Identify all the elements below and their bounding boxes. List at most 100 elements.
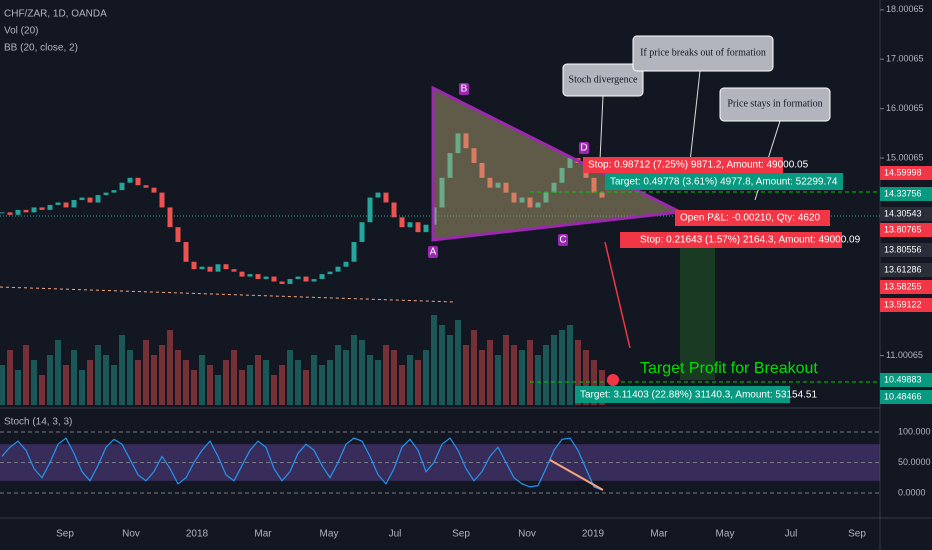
position-text: Open P&L: -0.00210, Qty: 4620 [680,213,821,224]
x-tick-label: Mar [650,529,668,540]
x-tick-label: Jul [389,529,402,540]
candle [183,242,189,262]
volume-bar [167,330,173,405]
volume-bar [559,330,565,405]
volume-bar [447,335,453,405]
marker [607,374,619,386]
candle [439,177,445,208]
price-tag-label: 13.80556 [884,244,922,254]
candle [23,209,29,213]
volume-bar [271,375,277,405]
candle [335,266,341,272]
candle [535,202,541,208]
stop-box [583,157,783,173]
volume-bar [71,350,77,405]
candle [479,162,485,178]
volume-bar [455,320,461,405]
volume-bar [63,365,69,405]
callout-box [562,63,644,97]
candle [407,222,413,228]
candle [415,222,421,233]
target-zone [680,240,715,380]
volume-bar [111,365,117,405]
candle [367,197,373,223]
volume-bar [223,360,229,405]
point-badge [459,83,469,95]
volume-bar [367,355,373,405]
point-label: B [461,84,468,95]
y-tick-label: 17.00065 [886,54,924,64]
volume-bar [87,360,93,405]
volume-bar [351,335,357,405]
volume-bar [39,375,45,405]
x-tick-label: Sep [452,529,470,540]
candle [159,192,165,208]
candle [127,177,133,183]
volume-bar [79,370,85,405]
callout-box [719,87,831,122]
divergence-line [549,459,604,491]
x-tick-label: Nov [122,529,140,540]
candle [103,192,109,196]
position-text: Stop: 0.21643 (1.57%) 2164.3, Amount: 49… [640,235,861,246]
candle [559,167,565,183]
volume-bar [23,345,29,405]
candle [599,192,605,198]
candle [495,182,501,188]
candle [351,242,357,262]
pnl-box [675,210,830,226]
candle [239,271,245,277]
candle [511,192,517,203]
candle [327,271,333,275]
candle [503,182,509,193]
candle [359,222,365,243]
candle [375,192,381,198]
volume-bar [343,350,349,405]
point-label: C [559,235,566,246]
candle [255,274,261,280]
volume-bar [479,350,485,405]
volume-bar [407,355,413,405]
x-tick-label: Sep [56,529,74,540]
candle [0,212,5,214]
price-tag-label: 13.59122 [884,299,922,309]
candle [63,202,69,208]
y-tick-label: 16.00065 [886,103,924,113]
legend-volume: Vol (20) [4,26,38,37]
positions: Stop: 0.98712 (7.25%) 9871.2, Amount: 49… [575,157,861,403]
volume-bar [127,350,133,405]
volume-bar [207,365,213,405]
volume-bar [55,340,61,405]
candle [143,185,149,188]
stop-box [620,232,842,248]
candle [487,177,493,188]
candle [199,266,205,270]
y-tick-label: 15.00065 [886,152,924,162]
volume-bar [31,360,37,405]
volume-bar [247,365,253,405]
volume-bar [287,350,293,405]
volume-bar [399,365,405,405]
candle [271,276,277,282]
target-box [605,173,843,190]
volume-bar [527,340,533,405]
candle [119,182,125,191]
volume-bar [183,360,189,405]
volume-bar [175,350,181,405]
legend-bands: BB (20, close, 2) [4,43,78,54]
volume-bar [303,370,309,405]
candle [319,274,325,280]
volume-bar [47,355,53,405]
price-tag [880,207,932,221]
volume-bar [543,345,549,405]
volume-bar [519,350,525,405]
price-tag-label: 14.59998 [884,167,922,177]
price-tag-label: 13.80765 [884,224,922,234]
candle [591,177,597,193]
candle [543,192,549,203]
volume-bar [583,350,589,405]
price-tag-label: 10.49883 [884,374,922,384]
volume-bar [423,350,429,405]
volume-bar [0,365,5,405]
candle [279,281,285,284]
